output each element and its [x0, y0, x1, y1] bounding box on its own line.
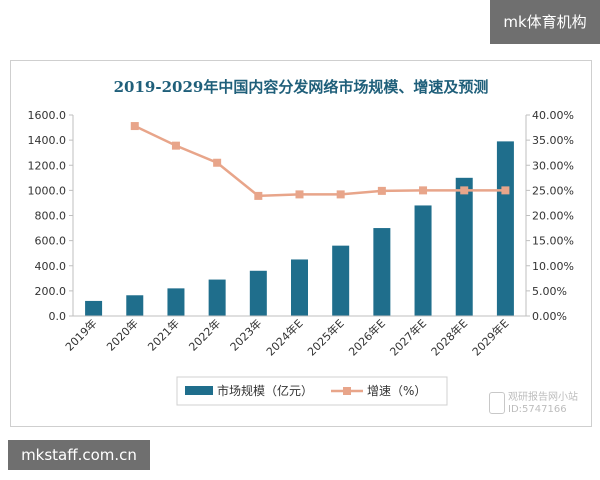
bar	[126, 295, 144, 316]
chart-frame: 2019-2029年中国内容分发网络市场规模、增速及预测 0.0 200.0 400…	[10, 60, 592, 427]
source-id: ID:5747166	[508, 404, 567, 415]
line-point	[501, 186, 510, 195]
y-right-tick-label: 30.00%	[532, 159, 574, 172]
watermark-bottom-left: mkstaff.com.cn	[8, 440, 150, 470]
bar	[496, 141, 514, 316]
bar	[167, 288, 185, 316]
y-left-tick-label: 600.0	[35, 235, 67, 248]
bar	[249, 270, 267, 316]
line-point	[254, 191, 263, 200]
y-right-tick-label: 20.00%	[532, 210, 574, 223]
bar	[332, 245, 350, 316]
x-tick-label: 2023年	[227, 316, 264, 353]
y-right-tick-label: 35.00%	[532, 134, 574, 147]
y-left-tick-label: 400.0	[35, 260, 67, 273]
legend-box	[176, 376, 448, 406]
bar	[208, 279, 226, 316]
line-point	[460, 186, 469, 195]
chart: 2019-2029年中国内容分发网络市场规模、增速及预测 0.0 200.0 400…	[28, 78, 574, 406]
bar-series	[85, 141, 514, 316]
bar	[414, 205, 432, 316]
bar	[85, 300, 103, 316]
x-tick-label: 2019年	[62, 316, 99, 353]
x-tick-label: 2026年E	[346, 316, 388, 358]
line-point	[295, 190, 304, 199]
y-right-tick-label: 15.00%	[532, 235, 574, 248]
watermark-source: 观研报告网小站 ID:5747166	[489, 392, 581, 416]
x-tick-label: 2027年E	[387, 316, 429, 358]
x-tick-label: 2025年E	[304, 316, 346, 358]
legend-line-marker	[343, 387, 351, 395]
x-tick-label: 2021年	[145, 316, 182, 353]
bar	[291, 259, 308, 316]
line-point	[377, 186, 386, 195]
y-left-tick-label: 1600.0	[28, 109, 67, 122]
chart-title: 2019-2029年中国内容分发网络市场规模、增速及预测	[114, 78, 489, 96]
y-right-tick-label: 0.00%	[532, 310, 567, 323]
legend-bar-label: 市场规模（亿元）	[217, 383, 313, 398]
y-right-tick-label: 25.00%	[532, 184, 574, 197]
source-name: 观研报告网小站	[508, 392, 578, 403]
y-right-tick-label: 40.00%	[532, 109, 574, 122]
line-point	[213, 158, 222, 167]
x-tick-label: 2020年	[103, 316, 140, 353]
y-left-tick-label: 1200.0	[28, 159, 67, 172]
bar	[455, 177, 473, 316]
x-axis-labels: 2019年 2020年 2021年 2022年 2023年 2024年E 2025年E 202…	[62, 316, 511, 358]
y-right-tick-label: 10.00%	[532, 260, 574, 273]
x-tick-label: 2028年E	[428, 316, 470, 358]
y-left-tick-label: 0.0	[49, 310, 67, 323]
growth-line	[134, 124, 506, 198]
axes: 0.0 200.0 400.0 600.0 800.0 1000.0 1200.0 1400.…	[28, 109, 574, 323]
legend-line-label: 增速（%）	[367, 384, 426, 398]
line-point	[130, 122, 139, 131]
y-left-tick-label: 800.0	[35, 210, 67, 223]
y-right-tick-label: 5.00%	[532, 285, 567, 298]
line-point	[419, 186, 428, 195]
watermark-top-right: mk体育机构	[490, 0, 600, 44]
y-left-tick-label: 1400.0	[28, 134, 67, 147]
x-tick-label: 2022年	[186, 316, 223, 353]
growth-line-series	[130, 122, 510, 200]
line-point	[336, 190, 345, 199]
x-tick-label: 2029年E	[469, 316, 511, 358]
bar	[373, 228, 391, 316]
x-tick-label: 2024年E	[263, 316, 305, 358]
legend: 市场规模（亿元） 增速（%）	[176, 376, 448, 406]
legend-bar-swatch	[185, 386, 213, 395]
line-point	[171, 141, 180, 150]
y-left-tick-label: 200.0	[35, 285, 67, 298]
source-logo-icon	[489, 392, 505, 414]
y-left-tick-label: 1000.0	[28, 184, 67, 197]
